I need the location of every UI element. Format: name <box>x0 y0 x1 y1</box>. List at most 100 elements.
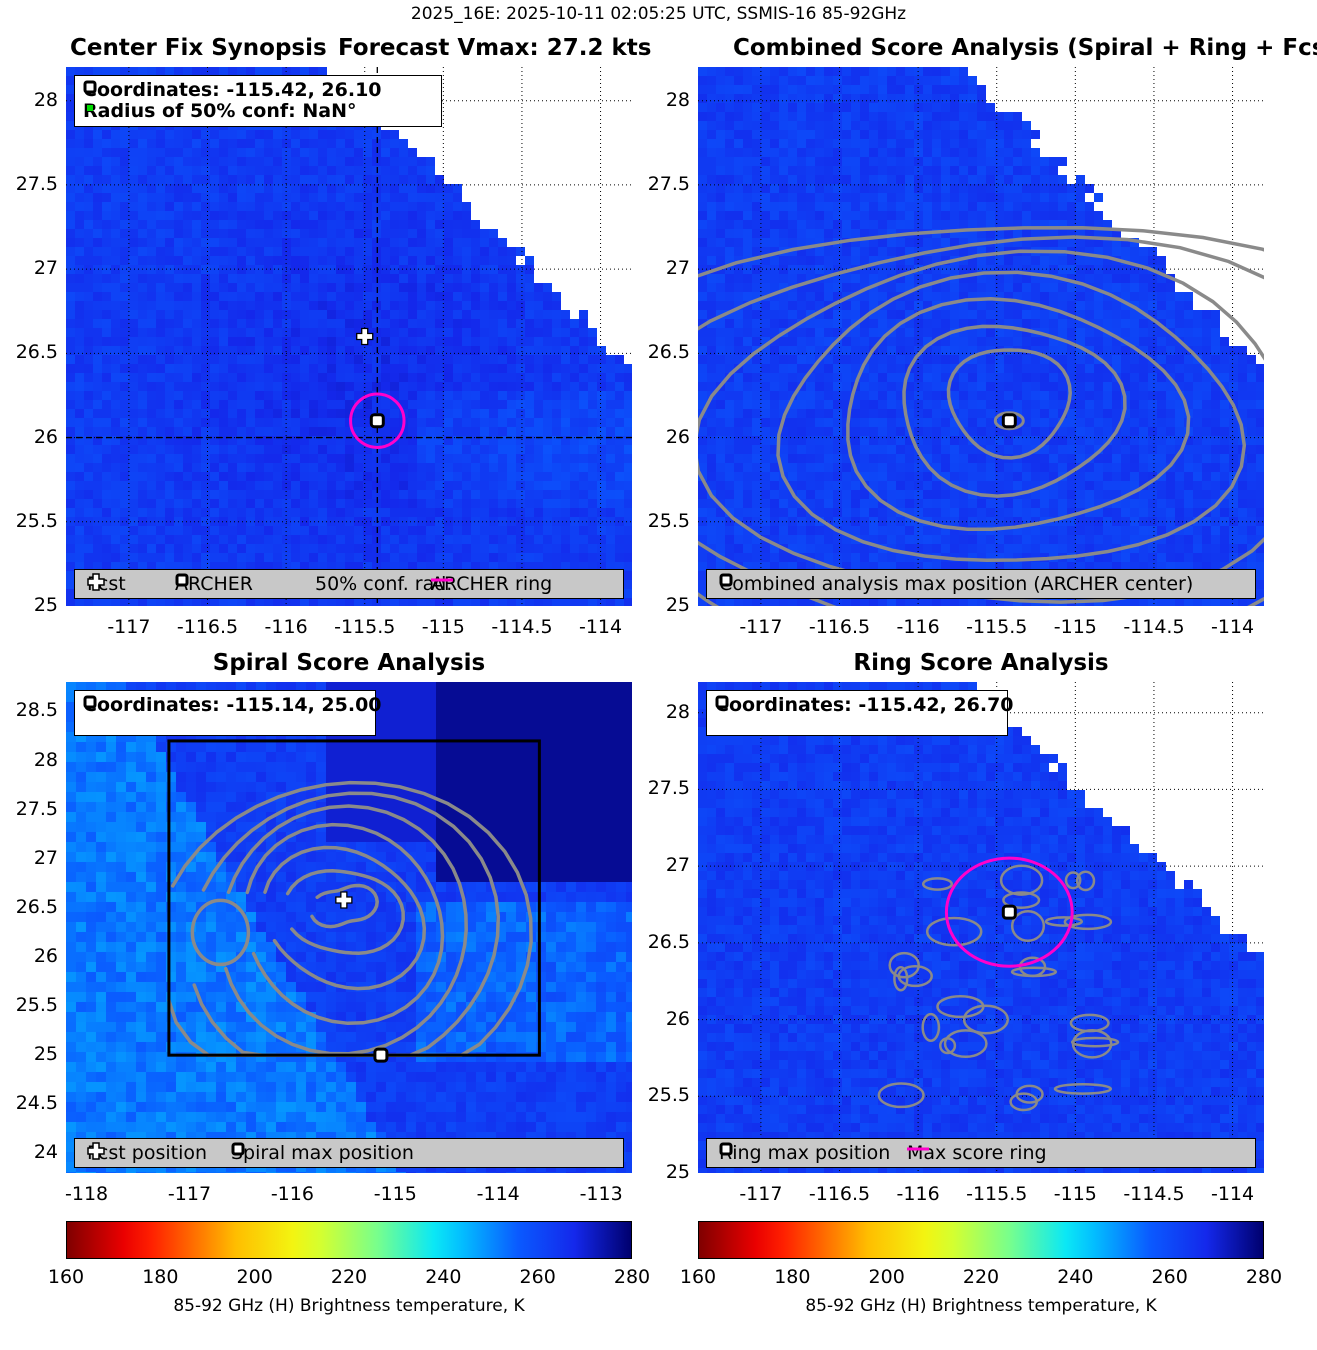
panel3-ytick: 26.5 <box>15 895 58 918</box>
panel3-ytick: 28.5 <box>15 699 58 722</box>
colorbar-left-label: 85-92 GHz (H) Brightness temperature, K <box>173 1296 525 1316</box>
square-marker-icon <box>231 1142 245 1156</box>
colorbar-tick: 200 <box>236 1266 273 1288</box>
panel2-ytick: 26 <box>665 425 690 448</box>
colorbar-tick: 240 <box>425 1266 462 1288</box>
panel3-heatmap <box>66 682 632 1173</box>
colorbar-tick: 180 <box>142 1266 179 1288</box>
panel4-ytick: 26.5 <box>647 930 690 953</box>
panel4-plot: Coordinates: -115.42, 26.70 Ring max pos… <box>698 682 1264 1173</box>
magenta-line-icon <box>431 578 453 582</box>
square-marker-icon <box>715 695 729 709</box>
square-marker-icon <box>83 695 97 709</box>
panel3-xtick: -114 <box>476 1183 520 1205</box>
square-marker-icon <box>719 1142 733 1156</box>
panel1-xtick: -116.5 <box>176 616 239 638</box>
legend-combined-max: Combined analysis max position (ARCHER c… <box>719 573 1194 595</box>
panel2-ytick: 26.5 <box>647 341 690 364</box>
panel2-title: Combined Score Analysis (Spiral + Ring +… <box>733 35 1317 61</box>
panel4-xtick: -114 <box>1210 1183 1255 1205</box>
colorbar-tick: 220 <box>962 1266 1000 1288</box>
plus-marker-icon <box>87 573 105 591</box>
panel3-xtick: -118 <box>65 1183 109 1205</box>
panel3-xtick: -113 <box>579 1183 623 1205</box>
panel1-ytick: 26.5 <box>15 341 58 364</box>
max-score-ring <box>944 856 1074 968</box>
panel4-xtick: -114.5 <box>1123 1183 1185 1205</box>
panel4-xtick: -116.5 <box>808 1183 871 1205</box>
colorbar-tick: 160 <box>47 1266 85 1288</box>
panel4-xtick: -116 <box>896 1183 940 1205</box>
panel2-heatmap <box>698 67 1264 606</box>
panel3-infobox: Coordinates: -115.14, 25.00 <box>74 690 382 736</box>
panel3-title: Spiral Score Analysis <box>212 650 486 676</box>
colorbar-tick: 280 <box>613 1266 651 1288</box>
panel1-ytick: 25.5 <box>15 509 58 532</box>
panel3-ytick: 28 <box>33 748 58 771</box>
legend-ring-max: Ring max position <box>719 1142 891 1164</box>
search-box <box>167 739 541 1057</box>
panel1-legend: Fcst ARCHER 50% conf. rad. ARCHER ring <box>74 569 624 599</box>
green-dot-icon <box>87 105 93 111</box>
legend-fcst-position: Fcst position <box>87 1142 208 1164</box>
panel4-ytick: 26 <box>665 1007 690 1030</box>
panel1-xtick: -114 <box>578 616 623 638</box>
panel4-ytick: 25.5 <box>647 1084 690 1107</box>
panel4-ytick: 27 <box>665 854 690 877</box>
panel2-legend: Combined analysis max position (ARCHER c… <box>706 569 1256 599</box>
ring-contours <box>877 864 1120 1112</box>
panel3-xtick: -116 <box>270 1183 314 1205</box>
panel1-xtick: -114.5 <box>491 616 553 638</box>
panel4-ytick: 28 <box>665 700 690 723</box>
colorbar-tick: 280 <box>1245 1266 1283 1288</box>
colorbar-left <box>66 1221 632 1259</box>
panel3-ytick: 25 <box>33 1043 58 1066</box>
panel1-ytick: 28 <box>33 88 58 111</box>
panel2-xtick: -116.5 <box>808 616 871 638</box>
combined-max-marker <box>1001 413 1017 429</box>
panel2-ytick: 27.5 <box>647 172 690 195</box>
panel1-vmax: Forecast Vmax: 27.2 kts <box>338 35 652 61</box>
panel1-xtick: -116 <box>264 616 308 638</box>
panel3-ytick: 26 <box>33 944 58 967</box>
panel2-xtick: -116 <box>896 616 940 638</box>
plus-marker-icon <box>87 1142 105 1160</box>
panel1-ytick: 26 <box>33 425 58 448</box>
square-marker-icon <box>175 573 189 587</box>
legend-spiral-max: Spiral max position <box>231 1142 414 1164</box>
colorbar-tick: 260 <box>519 1266 556 1288</box>
panel1-xtick: -115.5 <box>334 616 396 638</box>
legend-max-score-ring: Max score ring <box>907 1142 1047 1164</box>
colorbar-right-label: 85-92 GHz (H) Brightness temperature, K <box>805 1296 1157 1316</box>
colorbar-tick: 160 <box>679 1266 717 1288</box>
panel3-ytick: 24 <box>33 1141 58 1164</box>
panel1-ytick: 27.5 <box>15 172 58 195</box>
colorbar-tick: 260 <box>1151 1266 1188 1288</box>
panel4-xtick: -115.5 <box>966 1183 1028 1205</box>
archer-ring <box>349 392 406 449</box>
panel2-ytick: 27 <box>665 257 690 280</box>
fcst-marker <box>356 327 374 346</box>
panel2-xtick: -115 <box>1053 616 1097 638</box>
center-contour <box>993 411 1025 431</box>
ring-max-marker <box>1001 904 1017 920</box>
square-marker-icon <box>83 80 97 94</box>
panel2-ytick: 28 <box>665 88 690 111</box>
panel1-infobox: Coordinates: -115.42, 26.10 Radius of 50… <box>74 75 442 127</box>
panel1-heatmap <box>66 67 632 606</box>
legend-archer: ARCHER <box>175 573 254 595</box>
colorbar-tick: 220 <box>330 1266 368 1288</box>
panel4-infobox: Coordinates: -115.42, 26.70 <box>706 690 1014 736</box>
panel2-xtick: -117 <box>739 616 783 638</box>
panel2-xtick: -114 <box>1210 616 1255 638</box>
spiral-contour-blob <box>190 898 251 967</box>
panel3-legend: Fcst position Spiral max position <box>74 1138 624 1168</box>
colorbar-tick: 180 <box>774 1266 811 1288</box>
colorbar-right <box>698 1221 1264 1259</box>
figure-title: 2025_16E: 2025-10-11 02:05:25 UTC, SSMIS… <box>410 4 907 24</box>
panel3-coords: Coordinates: -115.14, 25.00 <box>83 694 382 716</box>
fcst-position-marker <box>335 891 353 909</box>
legend-ring: ARCHER ring <box>431 573 553 595</box>
panel1-coords: Coordinates: -115.42, 26.10 <box>83 79 382 101</box>
panel1-xtick: -115 <box>421 616 465 638</box>
